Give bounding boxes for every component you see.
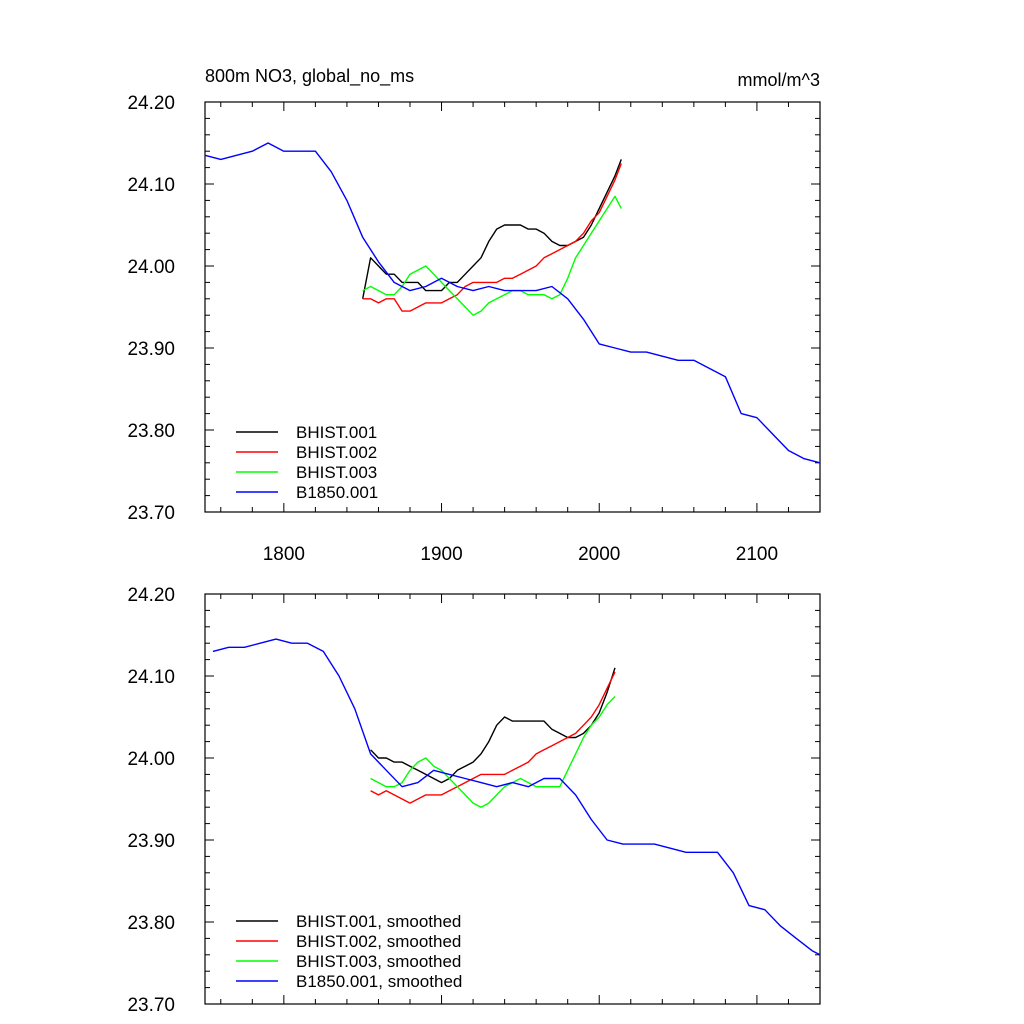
legend-label: B1850.001, smoothed	[296, 972, 462, 991]
legend-label: BHIST.001	[296, 423, 377, 442]
plot-frame	[204, 593, 821, 1005]
series-line	[370, 671, 616, 804]
series-line	[204, 142, 821, 464]
y-tick-label: 23.80	[127, 421, 175, 442]
y-tick-label: 23.70	[127, 503, 175, 524]
series-line	[362, 159, 622, 299]
legend-label: B1850.001	[296, 483, 378, 502]
legend-label: BHIST.002, smoothed	[296, 932, 461, 951]
y-tick-label: 24.00	[127, 257, 175, 278]
y-tick-label: 23.90	[127, 831, 175, 852]
x-tick-label: 2100	[736, 544, 778, 565]
x-tick-label: 1900	[420, 544, 462, 565]
series-line	[370, 667, 616, 784]
y-tick-label: 24.10	[127, 175, 175, 196]
y-tick-label: 24.10	[127, 667, 175, 688]
legend-label: BHIST.003	[296, 463, 377, 482]
y-tick-label: 23.70	[127, 995, 175, 1016]
y-tick-label: 24.20	[127, 93, 175, 114]
chart-title: 800m NO3, global_no_ms	[205, 66, 414, 87]
series-line	[362, 195, 622, 316]
legend-label: BHIST.001, smoothed	[296, 912, 461, 931]
top-panel: 23.70 23.80 23.90 24.00 24.10 24.20 1800 1900 20…	[127, 93, 821, 565]
series-line	[370, 696, 616, 808]
legend-label: BHIST.002	[296, 443, 377, 462]
bottom-panel: 23.70 23.80 23.90 24.00 24.10 24.20 BHIST.001,…	[127, 585, 821, 1016]
y-tick-label: 24.00	[127, 749, 175, 770]
plot-frame	[204, 101, 821, 513]
units-label: mmol/m^3	[738, 70, 820, 90]
y-tick-label: 23.80	[127, 913, 175, 934]
legend-label: BHIST.003, smoothed	[296, 952, 461, 971]
series-line	[362, 163, 622, 312]
x-tick-label: 1800	[263, 544, 305, 565]
x-tick-label: 2000	[578, 544, 620, 565]
y-tick-label: 23.90	[127, 339, 175, 360]
series-line	[212, 638, 821, 956]
y-tick-label: 24.20	[127, 585, 175, 606]
